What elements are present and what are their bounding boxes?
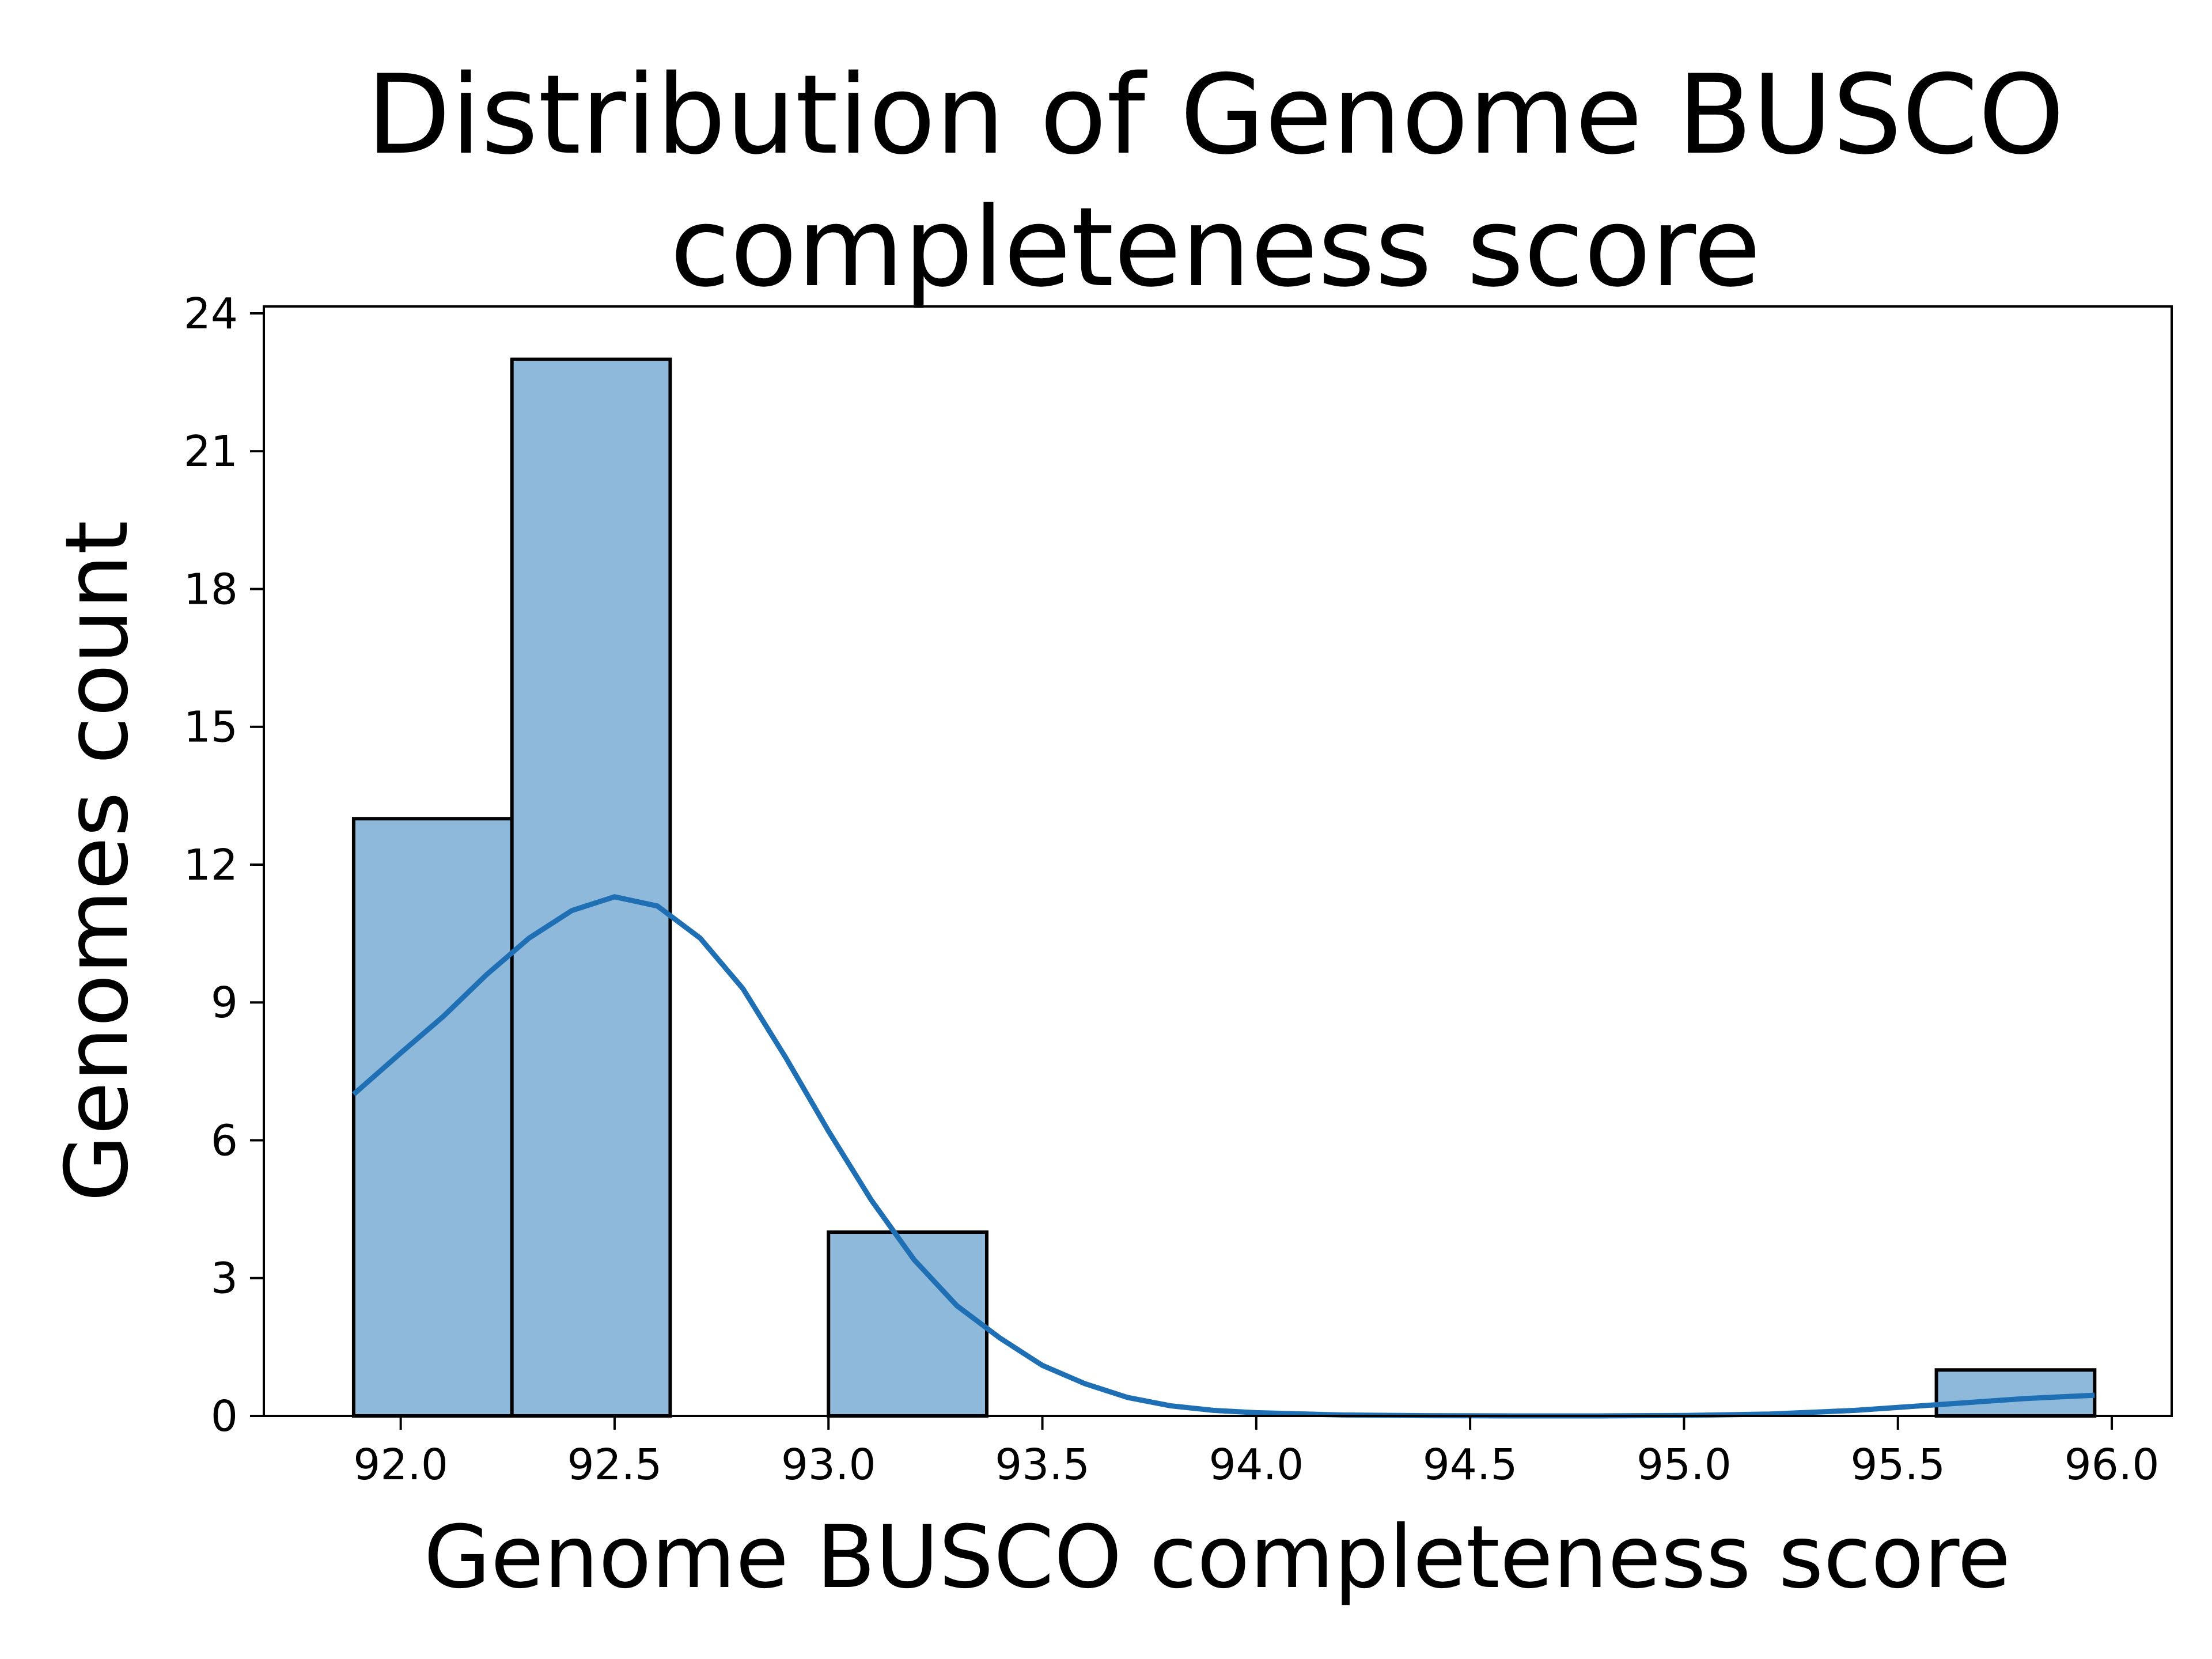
x-tick-label: 94.0	[1209, 1440, 1304, 1490]
y-tick-label: 12	[184, 840, 238, 890]
y-tick-label: 18	[184, 565, 238, 614]
histogram-bar-3	[827, 1230, 988, 1418]
y-tick-label: 3	[211, 1254, 238, 1304]
y-axis-ticks: 0 3 6 9 12 15 18 21 24	[184, 289, 264, 1441]
x-axis-ticks: 92.0 92.5 93.0 93.5 94.0 94.5 95.0 95.5 96.0	[353, 1416, 2159, 1490]
y-axis-label: Genomes count	[47, 521, 147, 1202]
histogram-bar-1	[510, 357, 672, 1418]
x-tick-label: 96.0	[2065, 1440, 2160, 1490]
x-tick-label: 94.5	[1423, 1440, 1518, 1490]
x-tick-label: 95.5	[1850, 1440, 1945, 1490]
x-tick-label: 95.0	[1637, 1440, 1732, 1490]
x-tick-label: 92.5	[567, 1440, 662, 1490]
y-tick-label: 9	[211, 978, 238, 1028]
plot-frame	[263, 305, 2173, 1417]
y-tick-label: 15	[184, 703, 238, 752]
histogram-bar-10	[1934, 1368, 2097, 1418]
x-axis-label: Genome BUSCO completeness score	[424, 1508, 2011, 1608]
histogram-bars	[351, 357, 2097, 1418]
y-tick-label: 24	[184, 289, 238, 339]
chart-title-line-1: Distribution of Genome BUSCO	[366, 51, 2065, 179]
x-tick-label: 93.0	[781, 1440, 876, 1490]
x-tick-label: 92.0	[353, 1440, 448, 1490]
x-tick-label: 93.5	[995, 1440, 1090, 1490]
y-tick-label: 21	[184, 427, 238, 476]
y-tick-label: 0	[211, 1392, 238, 1441]
y-tick-label: 6	[211, 1116, 238, 1165]
chart-title-line-2: completeness score	[670, 184, 1761, 311]
histogram-bar-0	[351, 817, 514, 1418]
